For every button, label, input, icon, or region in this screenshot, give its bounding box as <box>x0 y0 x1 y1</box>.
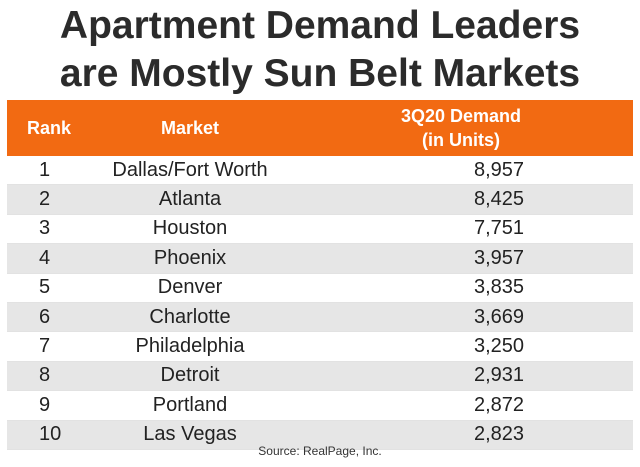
table-row: 3 Houston 7,751 <box>7 214 633 245</box>
table-row: 7 Philadelphia 3,250 <box>7 331 633 362</box>
market-cell: Atlanta <box>91 184 289 215</box>
table-row: 8 Detroit 2,931 <box>7 361 633 392</box>
rank-cell: 10 <box>7 420 91 450</box>
rank-cell: 4 <box>7 243 91 274</box>
column-header-market: Market <box>91 100 289 156</box>
rank-cell: 5 <box>7 273 91 303</box>
title-line-2: are Mostly Sun Belt Markets <box>59 52 581 95</box>
table-body: 1 Dallas/Fort Worth 8,957 2 Atlanta 8,425 3 Hou… <box>7 156 633 450</box>
rank-cell: 3 <box>7 214 91 245</box>
table-row: 2 Atlanta 8,425 <box>7 184 633 215</box>
market-cell: Detroit <box>91 361 289 392</box>
demand-cell: 2,931 <box>289 361 633 392</box>
market-cell: Dallas/Fort Worth <box>91 156 289 186</box>
header-row: Rank Market 3Q20 Demand (in Units) <box>7 100 633 156</box>
market-cell: Philadelphia <box>91 331 289 362</box>
column-header-demand-line-1: 3Q20 Demand <box>400 106 522 126</box>
table-row: 5 Denver 3,835 <box>7 273 633 303</box>
demand-cell: 3,250 <box>289 331 633 362</box>
title-line-1: Apartment Demand Leaders <box>59 4 581 47</box>
market-cell: Portland <box>91 390 289 421</box>
table-row: 6 Charlotte 3,669 <box>7 302 633 333</box>
demand-cell: 2,823 <box>289 420 633 450</box>
rank-cell: 7 <box>7 331 91 362</box>
column-header-demand: 3Q20 Demand (in Units) <box>289 100 633 156</box>
source-note: Source: RealPage, Inc. <box>258 444 382 458</box>
demand-cell: 8,957 <box>289 156 633 186</box>
rank-cell: 9 <box>7 390 91 421</box>
market-cell: Las Vegas <box>91 420 289 450</box>
table-row: 4 Phoenix 3,957 <box>7 243 633 274</box>
market-cell: Phoenix <box>91 243 289 274</box>
demand-cell: 3,835 <box>289 273 633 303</box>
page-title: Apartment Demand Leaders are Mostly Sun … <box>0 2 640 98</box>
demand-cell: 3,669 <box>289 302 633 333</box>
table-header: Rank Market 3Q20 Demand (in Units) <box>7 100 633 156</box>
demand-cell: 8,425 <box>289 184 633 215</box>
column-header-rank: Rank <box>7 100 91 156</box>
demand-table: Rank Market 3Q20 Demand (in Units) 1 Dall… <box>7 100 633 450</box>
table-row: 9 Portland 2,872 <box>7 390 633 421</box>
rank-cell: 2 <box>7 184 91 215</box>
rank-cell: 6 <box>7 302 91 333</box>
rank-cell: 8 <box>7 361 91 392</box>
demand-cell: 7,751 <box>289 214 633 245</box>
table-row: 10 Las Vegas 2,823 <box>7 420 633 450</box>
demand-cell: 3,957 <box>289 243 633 274</box>
demand-cell: 2,872 <box>289 390 633 421</box>
market-cell: Houston <box>91 214 289 245</box>
market-cell: Charlotte <box>91 302 289 333</box>
rank-cell: 1 <box>7 156 91 186</box>
market-cell: Denver <box>91 273 289 303</box>
column-header-demand-line-2: (in Units) <box>422 130 500 150</box>
table-row: 1 Dallas/Fort Worth 8,957 <box>7 156 633 186</box>
